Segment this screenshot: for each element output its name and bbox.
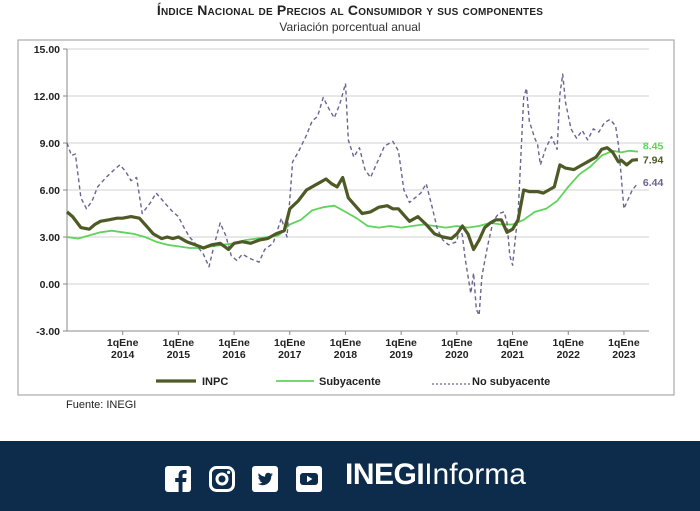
legend-label: INPC xyxy=(202,376,228,388)
y-tick-label: 3.00 xyxy=(40,232,61,244)
chart-subtitle: Variación porcentual anual xyxy=(279,20,421,34)
x-tick-label: 1qEne xyxy=(163,337,195,349)
series-lines xyxy=(65,73,639,316)
series-line-subyacente xyxy=(66,149,638,249)
facebook-icon[interactable] xyxy=(165,466,191,492)
brand-light: Informa xyxy=(424,458,526,491)
x-tick-label: 2020 xyxy=(445,349,469,361)
brand-bold: INEGI xyxy=(345,458,425,491)
series-line-inpc xyxy=(65,146,639,252)
y-tick-label: 6.00 xyxy=(40,185,61,197)
legend: INPC Subyacente No subyacente xyxy=(156,376,550,388)
x-tick-label: 1qEne xyxy=(385,337,417,349)
legend-label: No subyacente xyxy=(472,376,550,388)
x-tick-label: 1qEne xyxy=(497,337,529,349)
y-tick-label: 12.00 xyxy=(34,91,60,103)
x-axis-ticks: 1qEne20141qEne20151qEne20161qEne20171qEn… xyxy=(107,331,640,361)
y-axis-ticks: -3.00 0.00 3.00 6.00 9.00 12.00 15.00 xyxy=(34,44,67,338)
end-label-subyacente: 8.45 xyxy=(643,141,664,153)
instagram-icon[interactable] xyxy=(209,466,235,492)
x-tick-label: 2017 xyxy=(278,349,302,361)
legend-label: Subyacente xyxy=(319,376,381,388)
series-line-no-subyacente xyxy=(66,73,639,316)
x-tick-label: 2014 xyxy=(111,349,135,361)
end-labels: 7.94 8.45 6.44 xyxy=(643,141,664,189)
twitter-icon[interactable] xyxy=(252,466,278,492)
x-tick-label: 2021 xyxy=(501,349,525,361)
x-tick-label: 2023 xyxy=(612,349,636,361)
brand-wordmark: INEGIInforma xyxy=(345,458,526,492)
y-tick-label: 0.00 xyxy=(40,279,61,291)
y-tick-label: -3.00 xyxy=(36,326,60,338)
source-note: Fuente: INEGI xyxy=(66,399,137,411)
chart-title: Índice Nacional de Precios al Consumidor… xyxy=(156,2,544,18)
end-label-no-subyacente: 6.44 xyxy=(643,177,664,189)
y-tick-label: 15.00 xyxy=(34,44,60,56)
y-tick-label: 9.00 xyxy=(40,138,61,150)
x-tick-label: 2018 xyxy=(334,349,358,361)
x-tick-label: 1qEne xyxy=(552,337,584,349)
footer-bar xyxy=(0,441,700,511)
x-tick-label: 1qEne xyxy=(441,337,473,349)
youtube-icon[interactable] xyxy=(296,466,322,492)
x-tick-label: 2022 xyxy=(557,349,581,361)
x-tick-label: 1qEne xyxy=(274,337,306,349)
x-tick-label: 2016 xyxy=(222,349,246,361)
x-tick-label: 1qEne xyxy=(218,337,250,349)
x-tick-label: 2015 xyxy=(167,349,191,361)
x-tick-label: 1qEne xyxy=(330,337,362,349)
end-label-inpc: 7.94 xyxy=(643,155,664,167)
x-tick-label: 2019 xyxy=(389,349,413,361)
x-tick-label: 1qEne xyxy=(107,337,139,349)
x-tick-label: 1qEne xyxy=(608,337,640,349)
